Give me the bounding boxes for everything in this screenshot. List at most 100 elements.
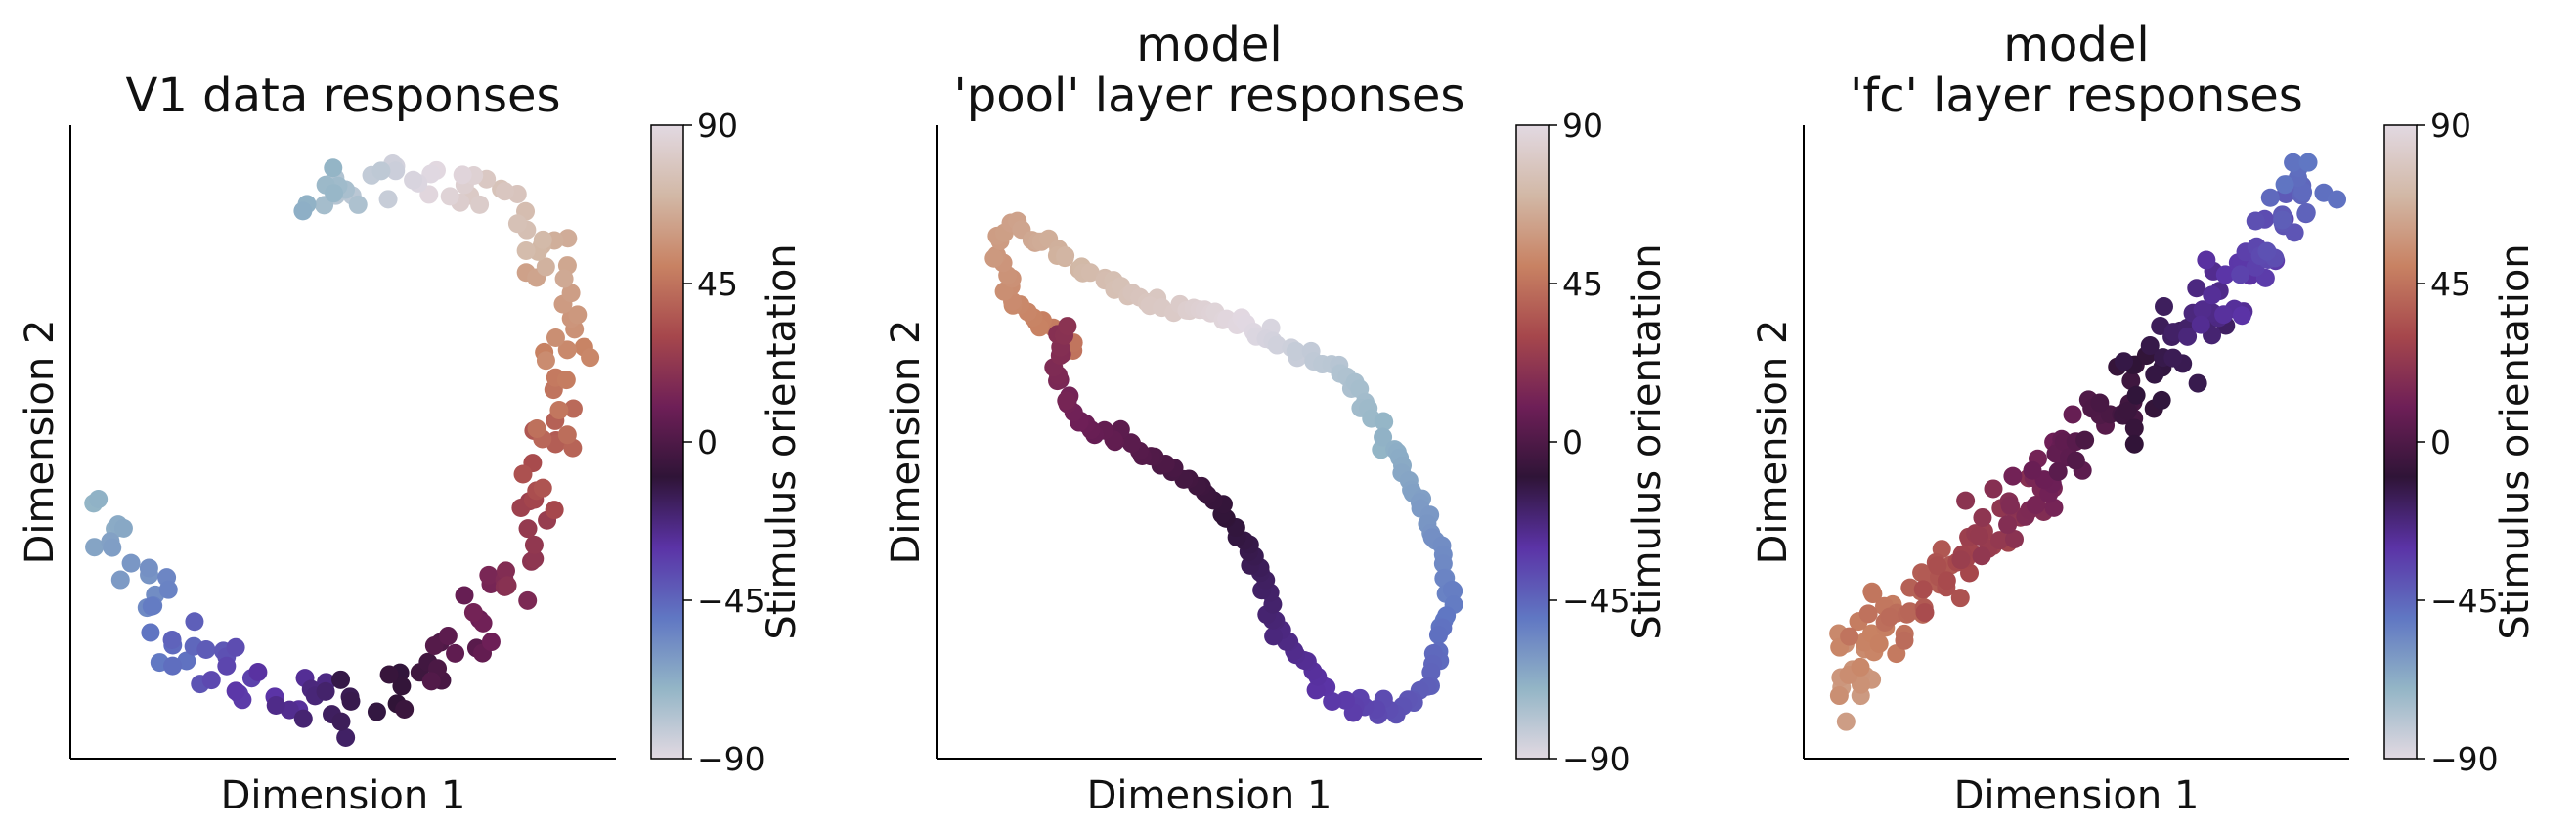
data-point [496,561,515,581]
data-point [371,161,391,181]
data-point [201,671,221,690]
data-point [1433,554,1453,574]
colorbar-tick-label: −45 [2430,582,2499,620]
colorbar [650,124,684,760]
data-point [163,656,183,676]
data-point [479,565,499,585]
data-point [248,662,268,681]
scatter-points [984,211,1463,724]
data-point [2075,430,2095,450]
data-point [217,656,237,676]
chart-title-line: model [1136,18,1282,72]
data-point [568,305,588,325]
colorbar-label: Stimulus orientation [760,243,805,639]
data-point [1984,479,2003,499]
colorbar-tick-label: −90 [1562,740,1631,778]
data-point [470,195,490,214]
data-point [2298,153,2318,172]
data-point [1880,607,1899,627]
y-axis-label: Dimension 2 [18,320,63,565]
colorbar [1515,124,1550,760]
data-point [121,553,141,573]
colorbar-tick-label: −90 [2430,740,2499,778]
data-point [536,257,555,277]
data-point [2193,300,2212,320]
data-point [2257,241,2277,261]
data-point [1442,580,1462,599]
data-point [2005,529,2025,548]
data-point [139,558,158,578]
data-point [226,681,245,701]
data-point [533,478,552,498]
data-point [2126,385,2146,405]
data-point [2328,190,2347,209]
data-point [1306,680,1326,700]
data-point [563,399,583,418]
colorbar-tick-label: 0 [1562,423,1583,461]
data-point [316,681,335,701]
data-point [2090,393,2110,413]
data-point [2188,373,2207,393]
data-point [2203,285,2222,305]
data-point [581,348,600,368]
data-point [392,677,412,696]
data-point [2152,390,2171,410]
data-point [293,709,313,728]
data-point [557,340,577,360]
data-point [89,490,109,509]
data-point [2124,434,2144,454]
data-point [1323,692,1342,712]
data-point [2124,418,2144,438]
data-point [545,501,564,520]
data-point [386,161,406,181]
data-point [2275,175,2294,195]
data-point [1080,263,1100,283]
data-point [185,612,204,632]
colorbar-tick-label: 0 [2430,423,2451,461]
data-point [1122,434,1142,454]
data-point [2296,202,2316,222]
data-point [440,187,459,206]
colorbar-tick-label: 90 [2430,107,2471,145]
data-point [525,549,545,569]
data-point [1913,580,1933,599]
scatter-points [1829,153,2347,731]
data-point [546,328,565,347]
data-point [2026,496,2045,515]
data-point [378,190,398,209]
colorbar-tick-label: 45 [697,265,738,303]
data-point [103,538,122,557]
data-point [1840,627,1859,646]
data-point [2260,188,2280,207]
data-point [142,596,161,616]
data-point [331,670,351,689]
data-point [2293,182,2313,201]
data-point [2246,211,2265,231]
colorbar-label: Stimulus orientation [1625,243,1670,639]
data-point [1956,491,1976,510]
colorbar-tick-label: 45 [1562,265,1603,303]
data-point [404,170,423,190]
data-point [446,643,465,663]
data-point [1374,427,1393,447]
colorbar-tick-label: −45 [1562,582,1631,620]
data-point [424,635,444,655]
data-point [2197,250,2216,270]
data-point [2115,352,2134,371]
data-point [2140,336,2160,356]
colorbar-tick-label: 45 [2430,265,2471,303]
data-point [1421,663,1441,682]
data-point [158,580,178,599]
x-axis-label: Dimension 1 [1954,773,2200,818]
data-point [162,631,182,650]
data-point [2284,153,2303,172]
data-point [2023,460,2042,480]
data-point [2118,401,2137,420]
data-point [141,623,160,642]
data-point [1428,626,1448,645]
data-point [2000,496,2020,515]
data-point [2191,315,2210,334]
colorbar-label: Stimulus orientation [2493,243,2538,639]
data-point [1267,335,1287,355]
